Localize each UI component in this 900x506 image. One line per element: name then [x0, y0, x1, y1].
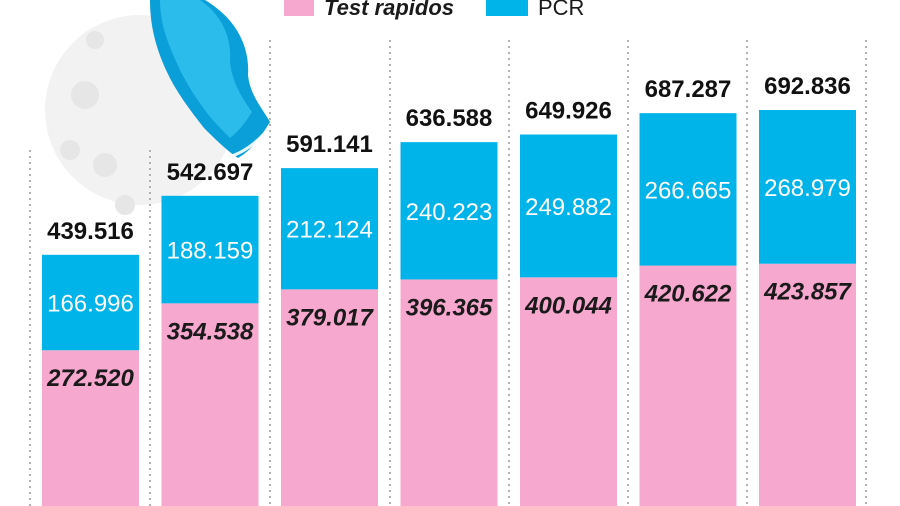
- bar-rapid: [400, 279, 498, 506]
- total-value-label: 649.926: [525, 98, 612, 125]
- rapid-value-label: 423.857: [763, 279, 852, 306]
- bar-rapid: [42, 350, 139, 506]
- bar-rapid: [281, 289, 378, 506]
- pcr-value-label: 268.979: [764, 175, 851, 202]
- bar-rapid: [161, 303, 259, 506]
- bar-pcr: [520, 134, 617, 278]
- legend-label-pcr: PCR: [538, 0, 585, 20]
- bar-rapid: [520, 277, 617, 506]
- pcr-value-label: 166.996: [47, 291, 134, 318]
- bars-group: 166.996 272.520 439.516 188.159 354.538 542.6…: [42, 73, 856, 506]
- bar-pcr: [42, 254, 139, 351]
- total-value-label: 636.588: [406, 105, 493, 132]
- rapid-value-label: 272.520: [46, 365, 134, 392]
- pcr-value-label: 240.223: [406, 199, 493, 226]
- bar-pcr: [281, 168, 378, 290]
- rapid-value-label: 420.622: [644, 281, 732, 308]
- legend-swatch-pcr: [486, 0, 528, 16]
- legend-label-rapid: Test rapidos: [324, 0, 454, 20]
- pcr-value-label: 188.159: [167, 238, 254, 265]
- rapid-value-label: 379.017: [286, 304, 374, 331]
- total-value-label: 542.697: [167, 159, 254, 186]
- map-shape-icon: [150, 0, 274, 158]
- pcr-value-label: 249.882: [525, 194, 612, 221]
- pcr-value-label: 266.665: [645, 177, 732, 204]
- total-value-label: 692.836: [764, 73, 851, 100]
- rapid-value-label: 396.365: [406, 294, 493, 321]
- pcr-value-label: 212.124: [286, 217, 373, 244]
- bar-pcr: [639, 113, 737, 266]
- legend-swatch-rapid: [284, 0, 314, 16]
- bar-pcr: [759, 110, 856, 264]
- bar-rapid: [639, 265, 737, 506]
- rapid-value-label: 354.538: [167, 318, 254, 345]
- rapid-value-label: 400.044: [524, 292, 612, 319]
- bar-pcr: [161, 195, 259, 304]
- total-value-label: 687.287: [645, 76, 732, 103]
- bar-rapid: [759, 263, 856, 506]
- total-value-label: 439.516: [47, 218, 134, 245]
- total-value-label: 591.141: [286, 131, 373, 158]
- bar-pcr: [400, 142, 498, 280]
